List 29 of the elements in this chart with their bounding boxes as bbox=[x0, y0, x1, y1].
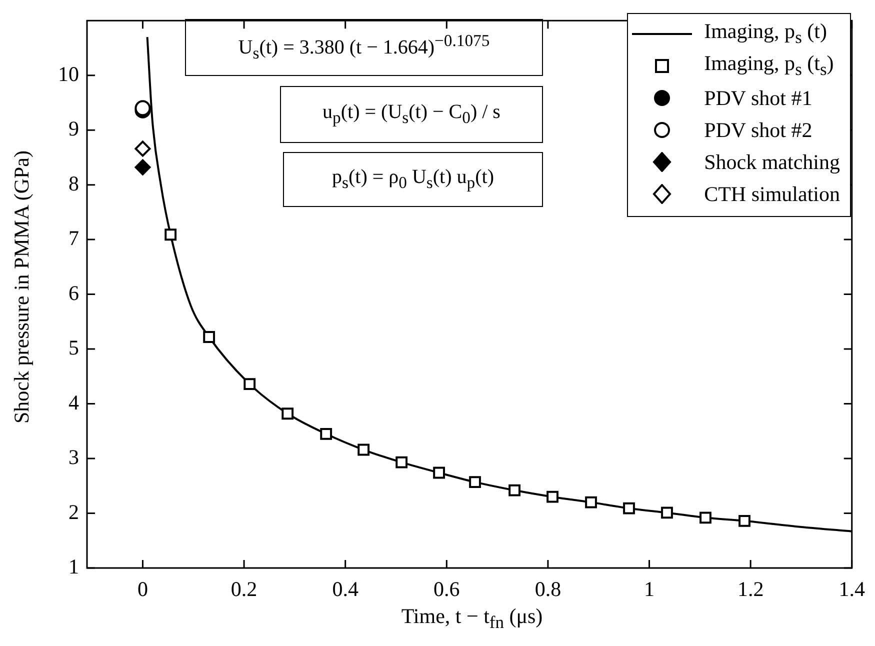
legend-label: PDV shot #2 bbox=[704, 118, 812, 142]
x-tick-label: 0.8 bbox=[534, 577, 562, 602]
annotation: u$_{p}$(t) = (U$_{s}$(t) − C$_{0}$) / s bbox=[322, 101, 500, 128]
x-tick-label: 0.2 bbox=[230, 577, 258, 602]
y-tick-label: 5 bbox=[68, 336, 79, 360]
x-tick-label: 0 bbox=[137, 577, 148, 602]
y-tick-label: 2 bbox=[68, 500, 79, 524]
x-tick-label: 1.2 bbox=[737, 577, 764, 602]
y-tick-label: 10 bbox=[58, 62, 79, 86]
legend-label: Imaging, p$_{s}$ (t) bbox=[704, 19, 827, 49]
x-tick-label: 0.6 bbox=[434, 577, 460, 602]
annotation: U$_{s}$(t) = 3.380 (t − 1.664)$^{−0.1075}$ bbox=[238, 31, 490, 64]
y-tick-label: 3 bbox=[68, 445, 79, 470]
x-tick-label: 1.4 bbox=[838, 577, 866, 602]
y-tick-label: 7 bbox=[68, 226, 79, 250]
legend-label: PDV shot #1 bbox=[704, 86, 812, 110]
x-tick-label: 0.4 bbox=[332, 577, 359, 602]
text: p$_{s}$(t) = ρ$_{0}$ U$_{s}$(t) u$_{p}$(t) bbox=[332, 166, 494, 192]
y-tick-label: 1 bbox=[68, 554, 79, 579]
y-axis-title: Shock pressure in PMMA (GPa) bbox=[10, 150, 34, 424]
x-axis-title: Time, t − t$_{fn}$ (μs) bbox=[400, 604, 544, 634]
legend-label: Shock matching bbox=[704, 150, 840, 174]
y-tick-label: 4 bbox=[68, 390, 80, 414]
y-tick-label: 9 bbox=[68, 116, 79, 141]
legend-label: CTH simulation bbox=[704, 182, 840, 206]
y-tick-label: 8 bbox=[68, 171, 79, 196]
x-tick-label: 1 bbox=[644, 577, 655, 602]
legend-label: Imaging, p$_{s}$ (t$_{s}$) bbox=[704, 51, 834, 81]
y-tick-label: 6 bbox=[68, 280, 79, 305]
